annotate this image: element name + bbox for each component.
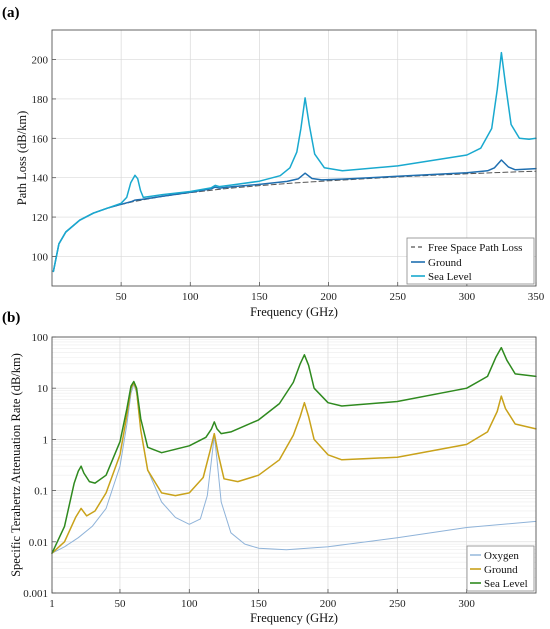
panel-a-ylabel: Path Loss (dB/km) [15,111,29,205]
panel-a: (a) 50 100 150 200 250 300 350 100 120 140 160 180 2… [2,5,545,319]
panel-a-y-tick-label: 140 [32,173,49,185]
panel-b-series-oxygen-line [51,383,537,554]
panel-b-series-ground-line [51,381,537,554]
panel-b-y-tick-label: 0.1 [34,486,48,498]
panel-a-x-tick-label: 50 [116,291,128,303]
panel-a-grid [52,30,537,286]
panel-a-legend-box [406,237,535,285]
panel-a-series [52,51,537,273]
panel-b-ylabel: Specific Terahertz Attenuation Rate (dB/… [9,353,23,577]
panel-b-xlabel: Frequency (GHz) [250,611,338,625]
panel-b-x-tick-label: 50 [114,598,126,610]
panel-a-y-tick-label: 180 [32,94,49,106]
panel-b-label: (b) [2,310,20,326]
panel-a-xlabel: Frequency (GHz) [250,305,338,319]
panel-b-x-tick-label: 1 [49,598,55,610]
panel-b-x-tick-label: 100 [181,598,198,610]
panel-a-x-tick-label: 250 [389,291,406,303]
panel-a-y-tick-label: 120 [32,212,49,224]
panel-b-y-tick-label: 0.001 [23,588,48,600]
panel-b: (b) 1 50 100 150 200 250 3000.0010.010.1110100… [2,310,537,625]
panel-b-x-tick-label: 250 [389,598,406,610]
panel-b-y-tick-label: 0.01 [29,537,48,549]
panel-b-legend: Oxygen Ground Sea Level [466,545,535,592]
panel-b-y-tick-label: 100 [32,332,49,344]
panel-a-x-tick-label: 350 [528,291,545,303]
panel-b-series [51,346,537,554]
panel-a-y-tick-label: 200 [32,55,49,67]
panel-a-y-tick-label: 160 [32,133,49,145]
panel-a-legend-label-1: Ground [428,257,462,269]
panel-a-legend: Free Space Path Loss Ground Sea Level [406,237,535,285]
panel-a-x-tick-label: 100 [182,291,199,303]
panel-b-x-tick-label: 200 [320,598,337,610]
panel-a-legend-label-0: Free Space Path Loss [428,242,522,254]
panel-a-x-tick-label: 300 [459,291,476,303]
panel-b-legend-label-2: Sea Level [484,578,528,590]
panel-b-y-tick-label: 10 [37,383,49,395]
panel-b-y-tick-label: 1 [43,434,49,446]
panel-a-ticks: 50 100 150 200 250 300 350 100 120 140 160 180 200 [32,55,545,303]
panel-b-plot-frame [51,336,537,594]
panel-a-y-tick-label: 100 [32,251,49,263]
panel-a-plot-frame [51,29,537,287]
panel-b-x-tick-label: 300 [458,598,475,610]
panel-b-grid [51,336,536,594]
panel-b-legend-label-1: Ground [484,564,518,576]
panel-a-label: (a) [2,5,20,21]
panel-b-x-tick-label: 150 [250,598,267,610]
panel-b-series-sea-level-line [51,346,537,554]
panel-b-legend-label-0: Oxygen [484,550,519,562]
panel-a-x-tick-label: 200 [320,291,337,303]
panel-a-x-tick-label: 150 [251,291,268,303]
panel-a-legend-label-2: Sea Level [428,271,472,283]
panel-a-series-sea-level-line [52,51,537,273]
